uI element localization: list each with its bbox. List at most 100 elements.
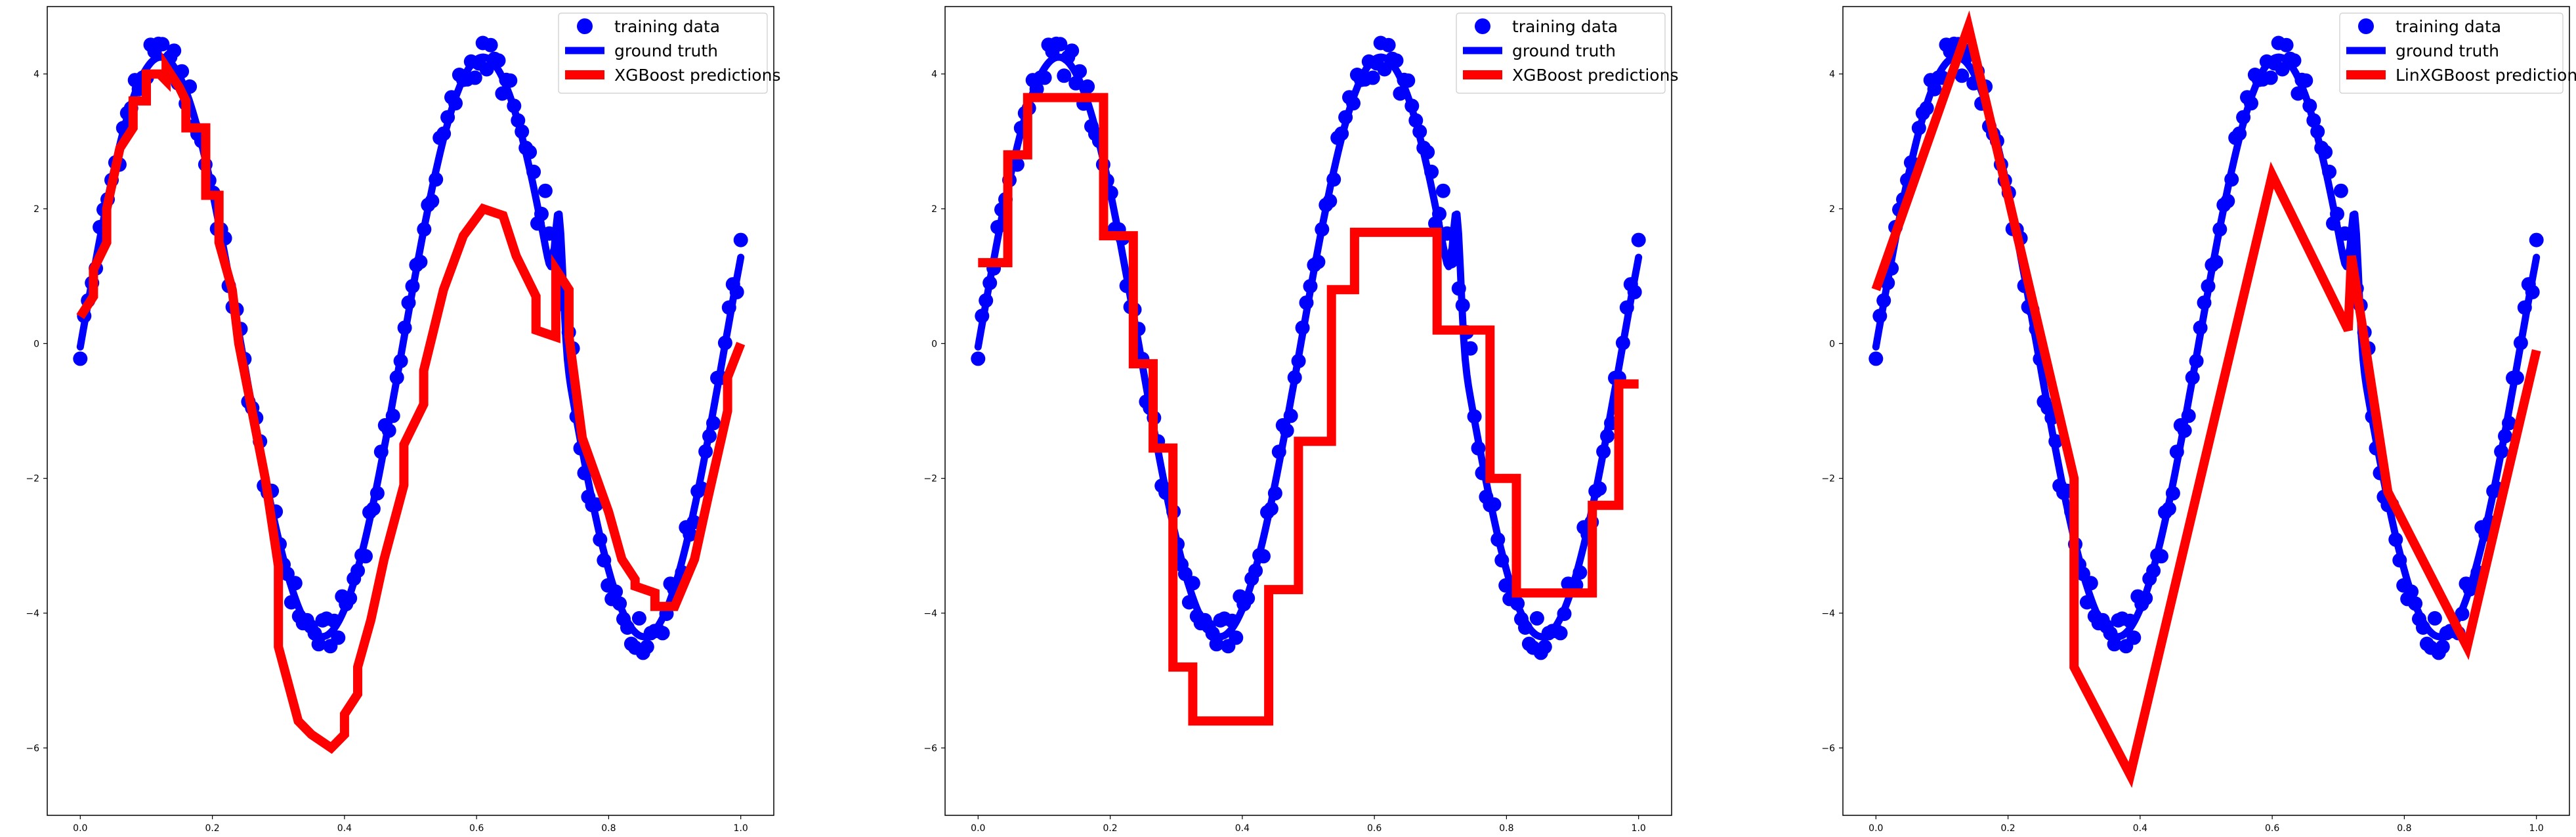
- training-point: [2236, 110, 2251, 125]
- training-point: [990, 220, 1005, 234]
- training-point: [385, 408, 400, 423]
- y-tick-label: −2: [923, 474, 937, 484]
- x-tick-label: 0.4: [337, 823, 352, 834]
- training-point: [2529, 232, 2544, 247]
- training-point: [1338, 110, 1353, 125]
- training-point: [2435, 639, 2450, 655]
- legend-entry-ground-truth: ground truth: [1512, 41, 1616, 60]
- training-point: [381, 423, 396, 438]
- y-tick-label: −4: [1821, 609, 1835, 619]
- training-point: [425, 194, 440, 209]
- training-point: [483, 37, 498, 53]
- training-point: [2208, 255, 2224, 269]
- x-tick-label: 0.8: [1499, 823, 1513, 834]
- training-point: [522, 144, 538, 160]
- training-point: [2138, 591, 2153, 606]
- training-point: [2107, 637, 2122, 652]
- training-point: [1615, 335, 1630, 351]
- x-tick-label: 0.6: [1367, 823, 1382, 834]
- training-point: [639, 639, 654, 655]
- training-point: [549, 244, 564, 259]
- training-point: [2517, 300, 2532, 315]
- training-point: [1185, 576, 1200, 591]
- y-tick-label: 2: [1829, 204, 1835, 215]
- training-point: [1627, 284, 1642, 299]
- training-point: [2345, 244, 2360, 259]
- training-point: [2224, 172, 2239, 187]
- panel-2: 0.0 0.2 0.4 0.6 0.8 1.0 −6 −4 −2 0 2 4 training data…: [923, 6, 1678, 834]
- legend-box: [2339, 12, 2564, 94]
- x-tick-label: 0.6: [469, 823, 484, 834]
- training-point: [1424, 164, 1439, 179]
- axes-frame: [47, 6, 774, 816]
- training-point: [1600, 429, 1615, 444]
- legend-entry-training-data: training data: [1512, 17, 1618, 36]
- training-point: [2154, 549, 2168, 564]
- ticks: 0.0 0.2 0.4 0.6 0.8 1.0 −6 −4 −2 0 2 4: [26, 70, 748, 834]
- training-point: [507, 98, 522, 114]
- y-tick-label: −6: [1821, 743, 1835, 754]
- y-tick-label: −6: [26, 743, 39, 754]
- training-point: [717, 335, 732, 351]
- training-point: [2333, 183, 2348, 198]
- legend-marker-icon: [2358, 18, 2374, 34]
- training-point: [2181, 408, 2196, 423]
- training-point: [1471, 440, 1486, 456]
- training-point: [1037, 70, 1052, 85]
- training-point: [373, 444, 389, 460]
- legend-entry-training-data: training data: [2396, 17, 2501, 36]
- training-point: [1377, 62, 1392, 77]
- y-tick-label: 0: [931, 339, 937, 349]
- training-point: [1494, 553, 1510, 568]
- training-point: [1404, 98, 1420, 114]
- training-point: [1072, 64, 1087, 79]
- training-point: [1229, 630, 1244, 645]
- prediction-line: [76, 51, 746, 754]
- training-point: [2330, 206, 2344, 221]
- training-point: [979, 293, 994, 308]
- panel-3: 0.0 0.2 0.4 0.6 0.8 1.0 −6 −4 −2 0 2 4 training data…: [1821, 6, 2576, 834]
- training-point: [397, 320, 412, 335]
- x-tick-label: 0.8: [601, 823, 616, 834]
- training-point: [1080, 79, 1095, 94]
- training-point: [1271, 444, 1286, 460]
- legend-box: [1456, 12, 1666, 94]
- training-point: [538, 183, 553, 198]
- training-point: [2079, 595, 2094, 610]
- training-point: [608, 584, 623, 599]
- training-point: [2298, 73, 2313, 88]
- training-point: [698, 444, 713, 459]
- training-point: [515, 124, 530, 139]
- training-point: [729, 284, 744, 299]
- training-point: [1401, 73, 1416, 88]
- training-point: [1872, 309, 1888, 324]
- training-point: [2388, 532, 2403, 547]
- x-tick-label: 1.0: [2529, 823, 2544, 834]
- legend-marker-icon: [577, 18, 593, 34]
- training-point: [2306, 113, 2321, 128]
- training-point: [155, 37, 170, 52]
- training-point: [1303, 279, 1318, 293]
- x-tick-label: 0.8: [2397, 823, 2411, 834]
- x-tick-label: 0.2: [1103, 823, 1117, 834]
- training-point: [311, 637, 326, 652]
- y-tick-label: −2: [1821, 474, 1835, 484]
- training-point: [331, 630, 346, 645]
- training-point: [2169, 444, 2184, 460]
- training-point: [975, 309, 990, 324]
- training-point: [182, 79, 198, 94]
- training-point: [1287, 370, 1302, 385]
- legend-marker-icon: [1475, 18, 1490, 34]
- training-point: [2525, 284, 2540, 299]
- training-point: [1295, 320, 1310, 335]
- training-point: [733, 232, 748, 247]
- training-point: [2193, 320, 2208, 335]
- y-tick-label: 2: [33, 204, 39, 215]
- training-point: [2197, 295, 2212, 311]
- legend-entry-training-data: training data: [614, 17, 720, 36]
- training-point: [429, 172, 444, 187]
- training-point: [1393, 86, 1408, 101]
- training-point: [1619, 300, 1634, 315]
- training-point: [2408, 596, 2423, 611]
- training-point: [1346, 96, 1361, 111]
